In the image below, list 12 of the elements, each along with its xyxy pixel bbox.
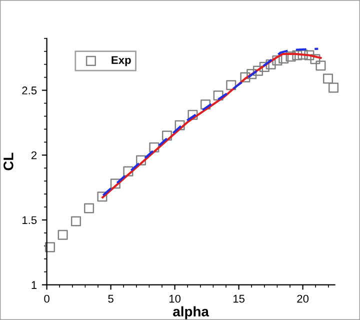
y-tick-label: 2 [31,151,37,160]
y-tick-label: 1 [32,281,37,289]
y-axis-title: CL [3,152,14,170]
x-tick-label: 20 [297,294,309,303]
x-tick-label: 15 [233,294,245,303]
x-tick-label: 5 [108,294,114,303]
y-tick-label: 1.5 [22,216,37,224]
y-tick-label: 2.5 [22,86,37,94]
legend-label: Exp [112,56,131,66]
x-axis-title: alpha [173,306,210,320]
x-tick-label: 0 [44,294,50,303]
x-tick-label: 10 [169,294,181,303]
